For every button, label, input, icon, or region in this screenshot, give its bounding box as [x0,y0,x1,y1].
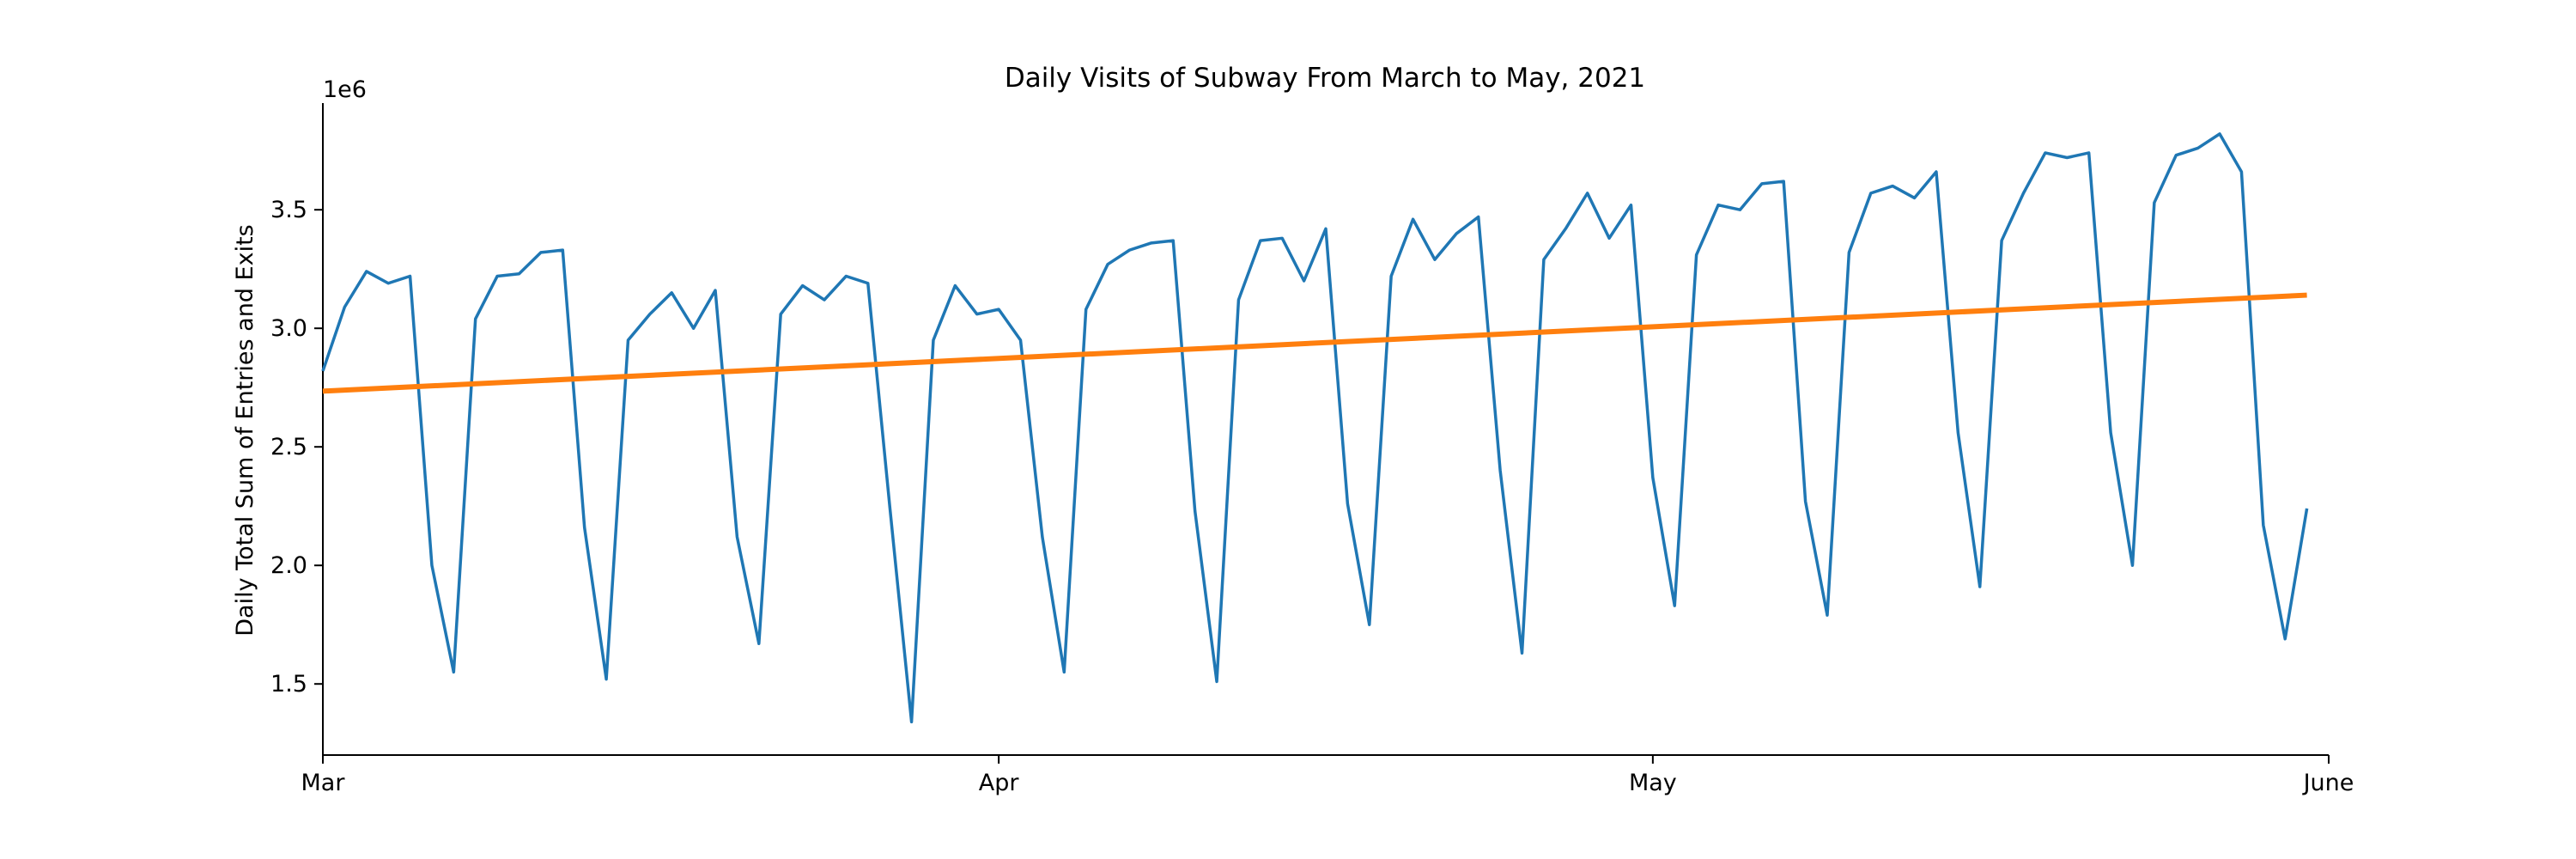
y-axis-ticks: 1.5 2.0 2.5 3.0 3.5 [270,197,323,698]
y-tick-label: 3.0 [270,315,307,342]
y-tick-label: 1.5 [270,671,307,698]
trend-series-line [322,292,2307,394]
x-tick-label: Mar [301,770,346,796]
y-axis-label: Daily Total Sum of Entries and Exits [232,224,258,636]
y-tick-label: 2.5 [270,434,307,460]
x-tick-label: Apr [979,770,1020,796]
y-tick-label: 2.0 [270,552,307,579]
x-tick-label: May [1629,770,1677,796]
y-axis-offset-label: 1e6 [323,76,367,103]
y-tick-label: 3.5 [270,197,307,223]
daily-visits-series-line [321,132,2309,724]
x-tick-label: June [2302,770,2354,796]
chart-title: Daily Visits of Subway From March to May… [1005,63,1645,94]
x-axis-ticks: Mar Apr May June [301,755,2354,796]
